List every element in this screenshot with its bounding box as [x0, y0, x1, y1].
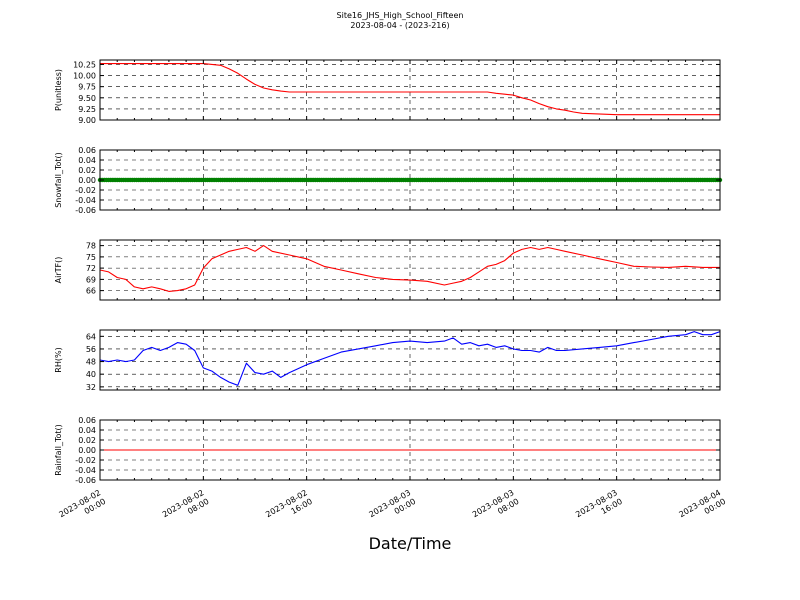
- y-tick-label: -0.02: [75, 186, 96, 195]
- panel-1: 9.00 9.25 9.50 9.75 10.00 10.25 P(unitless): [54, 59, 721, 125]
- y-tick-label: -0.06: [75, 206, 96, 215]
- y-tick-label: 69: [86, 275, 96, 284]
- y-tick-label: 9.00: [78, 116, 96, 125]
- y-tick-label: 9.50: [78, 94, 96, 103]
- y-tick-label: 72: [86, 264, 96, 273]
- y-tick-label: 0.00: [78, 446, 96, 455]
- y-tick-label: 78: [86, 242, 96, 251]
- y-axis-label: P(unitless): [54, 69, 63, 111]
- y-tick-label: 48: [86, 358, 96, 367]
- y-tick-label: -0.02: [75, 456, 96, 465]
- y-axis-label: Rainfall_Tot(): [54, 424, 63, 476]
- series-line: [99, 331, 721, 386]
- y-tick-label: 40: [86, 370, 96, 379]
- y-tick-label: 0.04: [78, 426, 96, 435]
- panel-4: 32 40 48 56 64 RH(%): [54, 329, 721, 392]
- y-tick-label: 56: [86, 345, 96, 354]
- series-line: [99, 245, 720, 292]
- y-tick-label: 66: [86, 287, 96, 296]
- y-tick-label: -0.04: [75, 466, 96, 475]
- y-tick-label: 9.75: [78, 83, 96, 92]
- panel-2: -0.06-0.04-0.020.000.020.040.06 Snowfall_…: [54, 146, 723, 215]
- y-tick-label: 10.00: [73, 72, 96, 81]
- y-tick-label: 0.06: [78, 416, 96, 425]
- y-tick-label: 9.25: [78, 105, 96, 114]
- y-tick-label: 32: [86, 383, 96, 392]
- x-axis-label: Date/Time: [368, 534, 452, 553]
- figure-subtitle: 2023-08-04 - (2023-216): [350, 21, 450, 30]
- y-tick-label: 0.02: [78, 166, 96, 175]
- y-axis-label: RH(%): [54, 347, 63, 372]
- y-tick-label: 64: [86, 332, 96, 341]
- y-axis-label: Snowfall_Tot(): [54, 152, 63, 208]
- y-tick-label: 0.06: [78, 146, 96, 155]
- y-tick-label: 0.04: [78, 156, 96, 165]
- series-line: [100, 63, 720, 116]
- figure-title: Site16_JHS_High_School_Fifteen: [336, 11, 464, 20]
- y-tick-label: 0.00: [78, 176, 96, 185]
- y-tick-label: -0.04: [75, 196, 96, 205]
- y-axis-label: AirTF(): [54, 257, 63, 284]
- y-tick-label: 10.25: [73, 60, 96, 69]
- y-tick-label: 75: [86, 253, 96, 262]
- y-tick-label: 0.02: [78, 436, 96, 445]
- panel-5: -0.06-0.04-0.020.000.020.040.06 Rainfall_…: [54, 416, 721, 485]
- y-tick-label: -0.06: [75, 476, 96, 485]
- panel-3: 66 69 72 75 78 AirTF(): [54, 239, 721, 301]
